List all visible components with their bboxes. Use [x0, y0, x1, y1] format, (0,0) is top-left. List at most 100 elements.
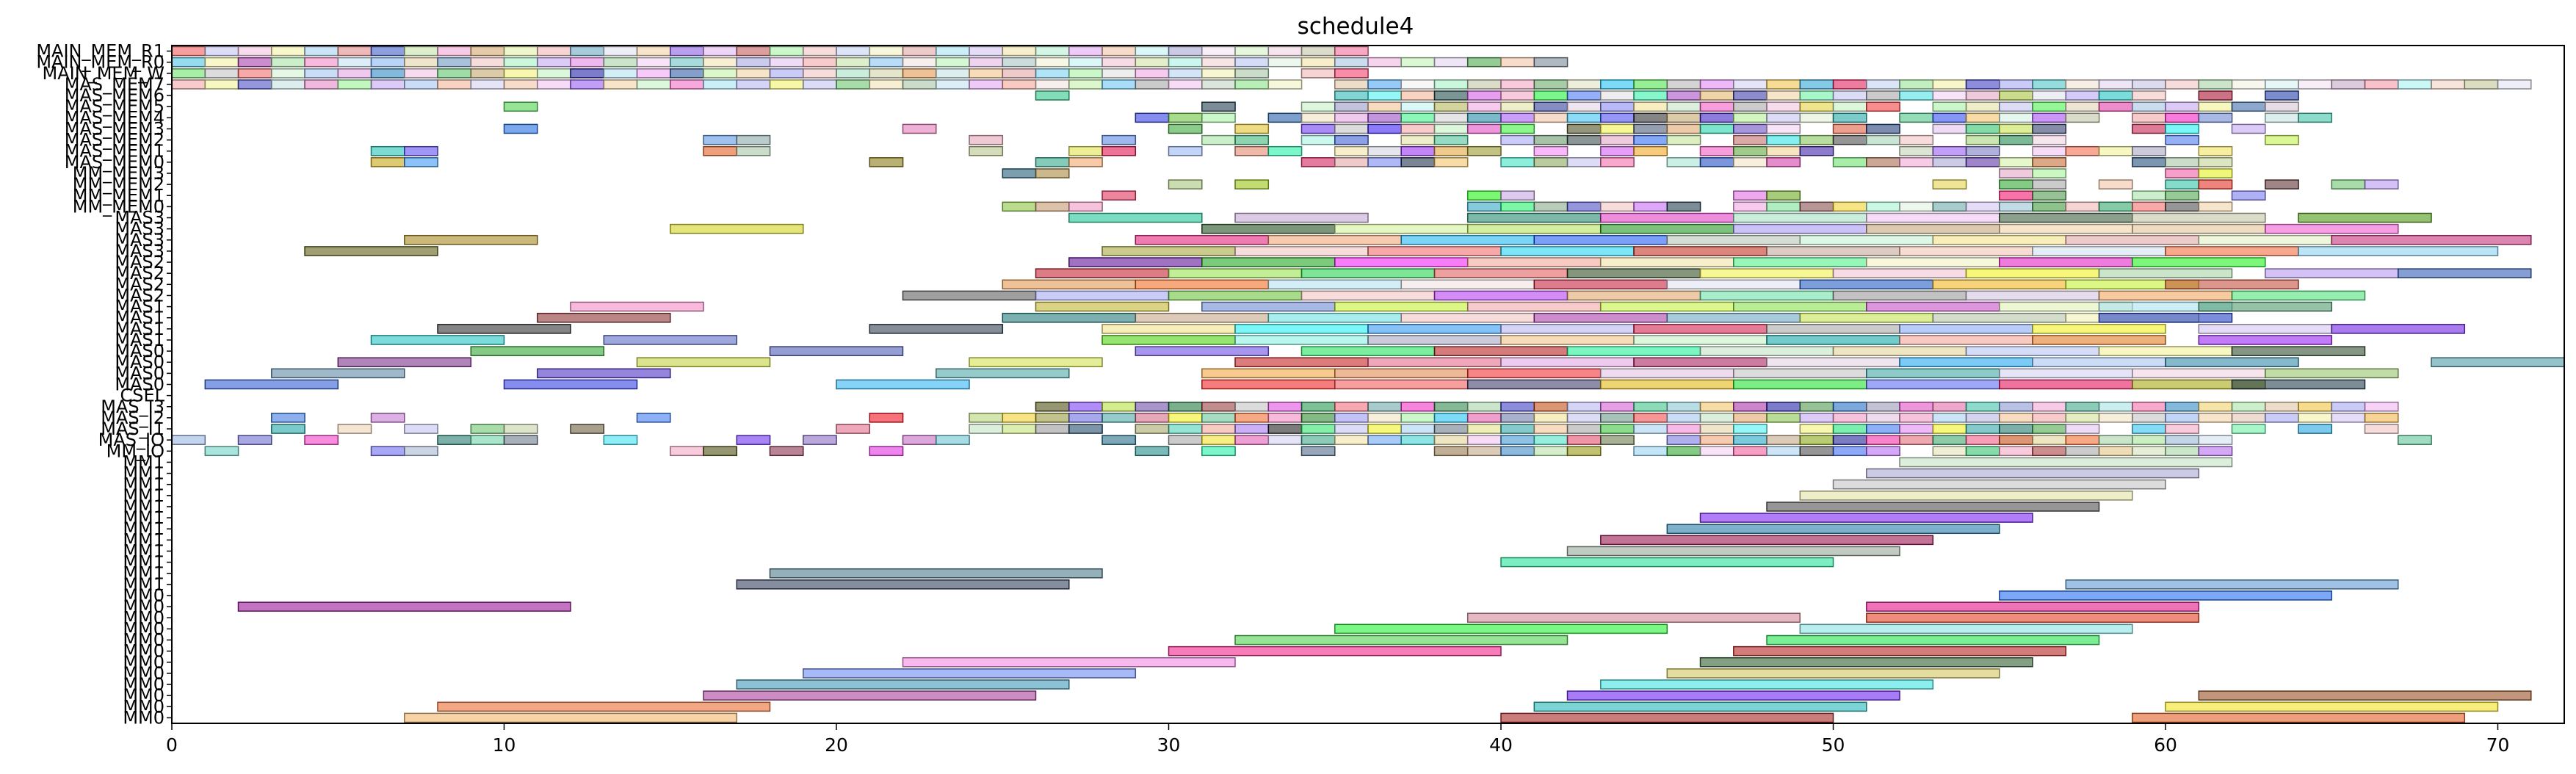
task-bar [1267, 145, 1303, 156]
y-tick-label: MM0 [123, 641, 164, 662]
task-bar [1267, 279, 1403, 290]
task-bar [1699, 79, 1734, 90]
task-bar [869, 68, 904, 79]
chart-title: schedule4 [1298, 13, 1414, 40]
task-bar [1300, 413, 1336, 423]
task-bar [1433, 101, 1469, 112]
task-bar [370, 157, 405, 167]
task-bar [1068, 79, 1103, 90]
task-bar [1234, 134, 1270, 145]
y-tick-label: MM_MEM2 [73, 174, 164, 195]
y-tick-label: MM_MEM1 [73, 185, 164, 206]
task-bar [2065, 413, 2100, 423]
task-bar [1799, 234, 1934, 245]
task-bar [1965, 112, 2000, 123]
task-bar [1334, 123, 1369, 134]
task-bar [2132, 101, 2166, 112]
task-bar [2065, 446, 2100, 457]
task-bar [1832, 79, 1867, 90]
task-bar [1999, 435, 2033, 445]
task-bar [636, 57, 671, 68]
task-bar [736, 134, 771, 145]
task-bar [2032, 101, 2067, 112]
task-bar [969, 68, 1004, 79]
task-bar [636, 413, 671, 423]
y-tick-label: MAS_I1 [101, 419, 164, 439]
task-bar [1932, 123, 1967, 134]
task-bar [1965, 413, 2000, 423]
task-bar [1234, 46, 1270, 57]
task-bar [2132, 145, 2166, 156]
task-bar [1334, 301, 1469, 312]
task-bar [1965, 134, 2000, 145]
y-tick-label: MAS2 [115, 285, 164, 305]
task-bar [2132, 123, 2166, 134]
task-bar [1932, 145, 1967, 156]
task-bar [1799, 413, 1834, 423]
task-bar [1600, 435, 1635, 445]
task-bar [2065, 579, 2399, 590]
y-tick-label: MAS0 [115, 375, 164, 395]
task-bar [1168, 112, 1203, 123]
task-bar [1466, 413, 1502, 423]
task-bar [2298, 413, 2333, 423]
task-bar [1267, 112, 1303, 123]
task-bar [503, 68, 538, 79]
task-bar [171, 57, 206, 68]
task-bar [1866, 101, 1900, 112]
task-bar [836, 379, 970, 390]
task-bar [703, 68, 738, 79]
task-bar [1866, 401, 1900, 412]
task-bar [1201, 446, 1236, 457]
task-bar [1932, 101, 1967, 112]
task-bar [1234, 435, 1270, 445]
task-bar [1433, 290, 1569, 301]
task-bar [1168, 290, 1303, 301]
y-tick-label: MM0 [123, 630, 164, 651]
task-bar [1300, 46, 1336, 57]
y-tick-label: MM1 [123, 552, 164, 573]
task-bar [1035, 57, 1070, 68]
task-bar [2198, 446, 2233, 457]
task-bar [2265, 79, 2299, 90]
task-bar [1866, 201, 1900, 212]
task-bar [603, 79, 638, 90]
task-bar [1234, 179, 1270, 189]
task-bar [1500, 446, 1535, 457]
task-bar [1400, 312, 1535, 323]
task-bar [1600, 424, 1635, 434]
task-bar [1500, 435, 1535, 445]
task-bar [1799, 401, 1834, 412]
task-bar [2198, 401, 2233, 412]
task-bar [1234, 324, 1369, 334]
task-bar [2065, 234, 2200, 245]
task-bar [370, 79, 405, 90]
task-bar [1068, 46, 1103, 57]
task-bar [1733, 301, 1867, 312]
x-tick-label: 0 [166, 734, 178, 756]
task-bar [1400, 79, 1436, 90]
task-bar [1500, 413, 1535, 423]
y-tick-label: MAS1 [115, 319, 164, 339]
task-bar [1733, 79, 1768, 90]
task-bar [803, 435, 837, 445]
task-bar [1135, 312, 1270, 323]
task-bar [1300, 134, 1336, 145]
task-bar [1400, 101, 1436, 112]
task-bar [570, 301, 704, 312]
task-bar [1367, 145, 1402, 156]
task-bar [1666, 668, 2000, 679]
task-bar [2165, 201, 2200, 212]
task-bar [1466, 223, 1602, 234]
task-bar [2331, 324, 2466, 334]
task-bar [1666, 157, 1701, 167]
task-bar [2231, 379, 2366, 390]
task-bar [1999, 112, 2033, 123]
task-bar [1733, 424, 1768, 434]
task-bar [1466, 424, 1502, 434]
task-bar [1766, 413, 1801, 423]
task-bar [370, 145, 405, 156]
task-bar [1168, 268, 1303, 278]
task-bar [1135, 279, 1270, 290]
